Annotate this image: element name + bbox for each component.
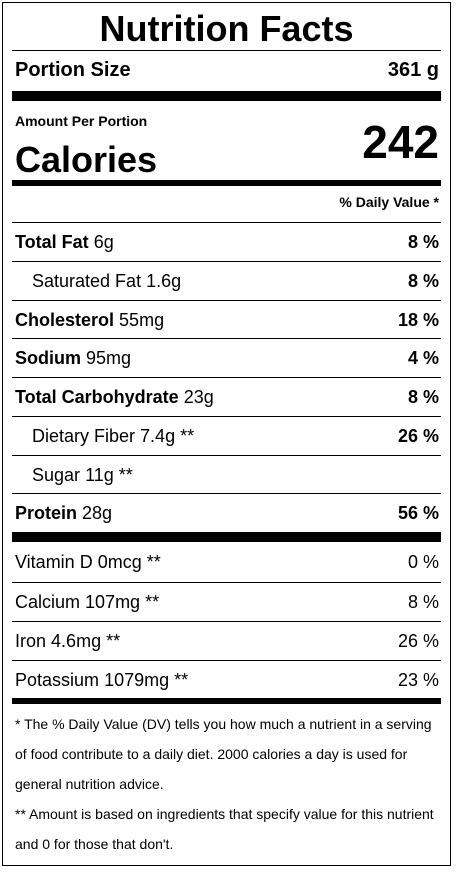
- nutrient-name: Protein: [15, 503, 78, 523]
- portion-label: Portion Size: [15, 59, 131, 81]
- nutrient-name: Cholesterol: [15, 310, 115, 330]
- nutrient-row-saturated-fat: Saturated Fat 1.6g 8 %: [12, 261, 441, 300]
- nutrient-name: Sugar: [32, 465, 81, 485]
- nutrient-amount: 28g: [82, 503, 113, 523]
- vitamin-percent: 26 %: [397, 631, 439, 651]
- nutrient-row-total-fat: Total Fat 6g 8 %: [12, 222, 441, 261]
- vitamin-name: Vitamin D: [15, 552, 93, 572]
- nutrient-name: Total Carbohydrate: [15, 387, 179, 407]
- vitamin-amount: 4.6mg **: [51, 631, 121, 651]
- nutrient-name: Saturated Fat: [32, 271, 142, 291]
- vitamin-row-potassium: Potassium 1079mg ** 23 %: [12, 660, 441, 699]
- vitamin-name: Calcium: [15, 592, 81, 612]
- vitamin-row-vitamin-d: Vitamin D 0mcg ** 0 %: [12, 543, 441, 581]
- medium-divider: [12, 698, 441, 704]
- nutrient-amount: 1.6g: [146, 271, 182, 291]
- nutrient-percent: 8 %: [407, 387, 439, 407]
- calories-value: 242: [362, 116, 439, 168]
- nutrient-row-cholesterol: Cholesterol 55mg 18 %: [12, 300, 441, 339]
- vitamin-amount: 107mg **: [85, 592, 160, 612]
- vitamin-percent: 23 %: [397, 670, 439, 690]
- daily-value-header: % Daily Value *: [339, 194, 439, 210]
- portion-value: 361 g: [387, 59, 439, 81]
- nutrient-amount: 7.4g **: [140, 426, 195, 446]
- nutrient-row-dietary-fiber: Dietary Fiber 7.4g ** 26 %: [12, 416, 441, 455]
- footnote-ingredients: ** Amount is based on ingredients that s…: [15, 806, 434, 852]
- nutrient-amount: 11g **: [85, 465, 133, 485]
- nutrient-amount: 95mg: [86, 348, 132, 368]
- vitamin-name: Potassium: [15, 670, 100, 690]
- portion-row: Portion Size 361 g: [12, 50, 441, 91]
- nutrient-name: Dietary Fiber: [32, 426, 136, 446]
- thick-divider: [12, 91, 441, 101]
- nutrient-row-sodium: Sodium 95mg 4 %: [12, 338, 441, 377]
- vitamin-percent: 8 %: [407, 592, 439, 612]
- vitamin-amount: 0mcg **: [97, 552, 161, 572]
- nutrient-row-sugar: Sugar 11g **: [12, 455, 441, 494]
- nutrient-amount: 6g: [93, 232, 114, 252]
- vitamin-row-calcium: Calcium 107mg ** 8 %: [12, 582, 441, 621]
- thick-divider: [12, 532, 441, 542]
- vitamin-name: Iron: [15, 631, 47, 651]
- nutrient-percent: 26 %: [397, 426, 439, 446]
- nutrient-percent: 4 %: [407, 348, 439, 368]
- footnotes: * The % Daily Value (DV) tells you how m…: [15, 709, 439, 859]
- nutrient-row-protein: Protein 28g 56 %: [12, 493, 441, 532]
- vitamin-amount: 1079mg **: [104, 670, 189, 690]
- vitamin-percent: 0 %: [407, 552, 439, 572]
- nutrient-percent: 8 %: [407, 271, 439, 291]
- label-title: Nutrition Facts: [99, 8, 354, 49]
- footnote-daily-value: * The % Daily Value (DV) tells you how m…: [15, 716, 432, 792]
- nutrient-amount: 55mg: [119, 310, 165, 330]
- calories-label: Calories: [15, 139, 158, 180]
- nutrient-row-total-carbohydrate: Total Carbohydrate 23g 8 %: [12, 377, 441, 416]
- nutrient-percent: 18 %: [397, 310, 439, 330]
- medium-divider: [12, 180, 441, 186]
- nutrition-label: Nutrition Facts Portion Size 361 g Amoun…: [2, 2, 451, 866]
- nutrient-amount: 23g: [183, 387, 214, 407]
- vitamin-row-iron: Iron 4.6mg ** 26 %: [12, 621, 441, 660]
- nutrient-percent: 56 %: [397, 503, 439, 523]
- nutrient-name: Total Fat: [15, 232, 89, 252]
- nutrient-name: Sodium: [15, 348, 81, 368]
- amount-per-portion: Amount Per Portion: [15, 113, 148, 129]
- nutrient-percent: 8 %: [407, 232, 439, 252]
